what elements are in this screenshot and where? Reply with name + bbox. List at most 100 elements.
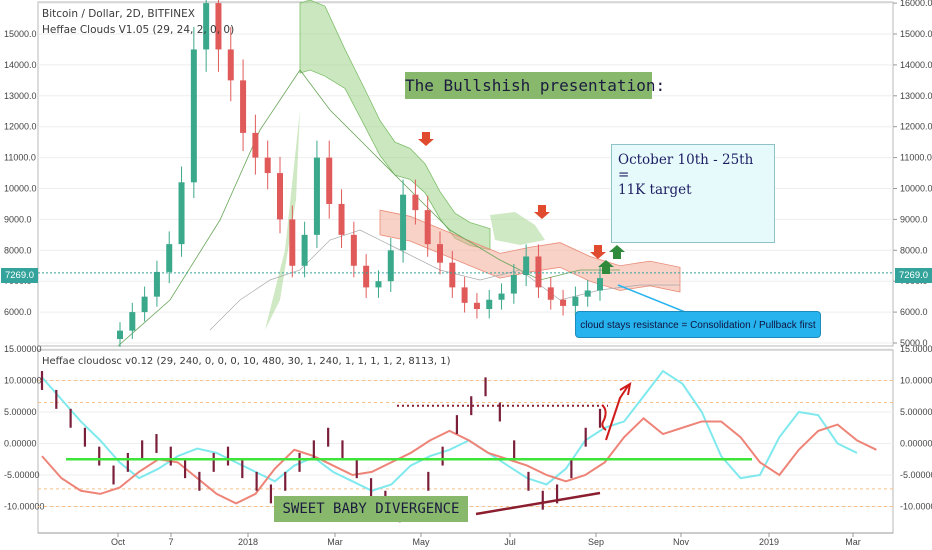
price-candle-body [498,293,505,300]
price-tick-label-left: 9000.0 [4,214,32,224]
last-price-tag-left: 7269.0 [1,268,38,283]
price-candle-body [560,299,567,306]
up-arrow-1 [609,245,625,259]
oscillator-red-line [41,416,877,505]
cloud-indicator-label: Heffae Clouds V1.05 (29, 24, 2, 0, 0) [42,24,235,36]
target-note-box: October 10th - 25th = 11K target [611,144,775,243]
time-tick-label: Sep [588,537,604,547]
price-tick-label-left: 6000.0 [4,307,32,317]
price-tick-label-right: 9000.0 [900,214,928,224]
price-tick-label-left: 15000.0 [4,29,37,39]
price-candle-body [215,3,222,50]
price-tick-label-right: 15000.0 [900,29,932,39]
down-arrow-3 [590,245,606,259]
down-arrow-1 [418,132,434,146]
divergence-trendline [475,491,601,516]
price-candle-body [252,132,259,158]
time-tick-label: May [412,537,430,547]
price-tick-label-right: 16000.0 [900,0,932,8]
price-candle-body [375,281,382,288]
price-tick-label-right: 12000.0 [900,122,932,132]
price-candle-body [584,290,591,297]
time-tick-label: Mar [327,537,343,547]
symbol-title: Bitcoin / Dollar, 2D, BITFINEX [42,8,195,20]
price-tick-label-right: 8000.0 [900,245,928,255]
price-candle-body [153,271,160,297]
price-candle-body [412,194,419,211]
osc-tick-label-left: 0.00000 [4,439,37,449]
price-tick-label-left: 14000.0 [4,60,37,70]
time-tick-label: Mar [845,537,861,547]
up-arrow-2 [598,260,614,274]
price-candle-body [178,182,185,245]
price-tick-label-right: 5000.0 [900,338,928,348]
osc-tick-label-right: 5.00000 [900,407,932,417]
time-tick-label: Jul [504,537,516,547]
osc-tick-label-right: -5.00000 [900,470,932,480]
price-candle-body [264,157,271,174]
osc-tick-label-right: 15.00000 [900,344,932,354]
bullish-presentation-title: The Bullshish presentation: [405,72,665,99]
time-tick-label: Oct [111,537,126,547]
price-candle-body [547,287,554,300]
price-candle-body [350,234,357,266]
last-price-tag-right: 7269.0 [895,268,932,283]
price-candle-body [387,250,394,282]
price-tick-label-left: 11000.0 [4,153,36,163]
time-tick-label: Nov [673,537,690,547]
cloud-resistance-callout: cloud stays resistance = Consolidation /… [575,311,821,338]
target-note-line-1: October 10th - 25th = [618,152,754,183]
price-candle-body [597,278,603,291]
osc-tick-label-right: 0.00000 [900,439,932,449]
price-candle-body [461,287,468,303]
time-tick-label: 2019 [759,537,779,547]
price-candle-body [117,330,123,339]
osc-tick-label-left: 5.00000 [4,407,37,417]
divergence-label: SWEET BABY DIVERGENCE [274,496,468,522]
projection-arrow-shaft [605,385,629,441]
time-tick-label: 7 [168,537,173,547]
price-candle-body [523,256,530,276]
price-tick-label-left: 10000.0 [4,184,37,194]
price-candle-body [473,302,480,310]
price-candle-body [141,296,148,313]
price-candle-body [289,219,296,266]
price-tick-label-left: 13000.0 [4,91,37,101]
down-arrow-2 [534,205,550,219]
price-candle-body [203,3,210,50]
osc-tick-label-left: -5.00000 [4,470,40,480]
projection-arrowhead [619,382,632,396]
cloud-lag-line [209,229,680,331]
price-candle-body [227,49,234,81]
price-candle-body [400,194,407,251]
price-tick-label-left: 12000.0 [4,122,37,132]
osc-tick-label-right: 10.00000 [900,376,932,386]
price-candle-body [301,234,308,266]
price-candle-body [166,244,173,272]
price-tick-label-right: 6000.0 [900,307,928,317]
price-candle-body [437,244,443,263]
price-candle-body [535,256,542,288]
green-cloud-patch [490,212,545,245]
oscillator-cyan-line [41,369,858,492]
price-tick-label-right: 11000.0 [900,153,932,163]
price-candle-body [277,173,283,220]
price-candle-body [338,203,345,235]
price-candle-body [424,210,431,245]
osc-tick-label-right: -10.00000 [900,502,932,512]
price-candle-body [449,262,456,288]
osc-tick-label-left: -10.00000 [4,502,45,512]
price-candle-body [510,275,517,294]
price-tick-label-right: 13000.0 [900,91,932,101]
price-candle-body [326,157,333,204]
price-tick-label-right: 14000.0 [900,60,932,70]
projection-curl [601,404,607,431]
price-tick-label-left: 8000.0 [4,245,32,255]
price-candle-body [363,265,370,288]
price-candle-body [190,49,197,183]
osc-tick-label-left: 10.00000 [4,376,42,386]
oscillator-label: Heffae cloudosc v0.12 (29, 240, 0, 0, 0,… [42,356,451,367]
time-tick-label: 2018 [238,537,258,547]
price-candle-body [486,299,493,310]
